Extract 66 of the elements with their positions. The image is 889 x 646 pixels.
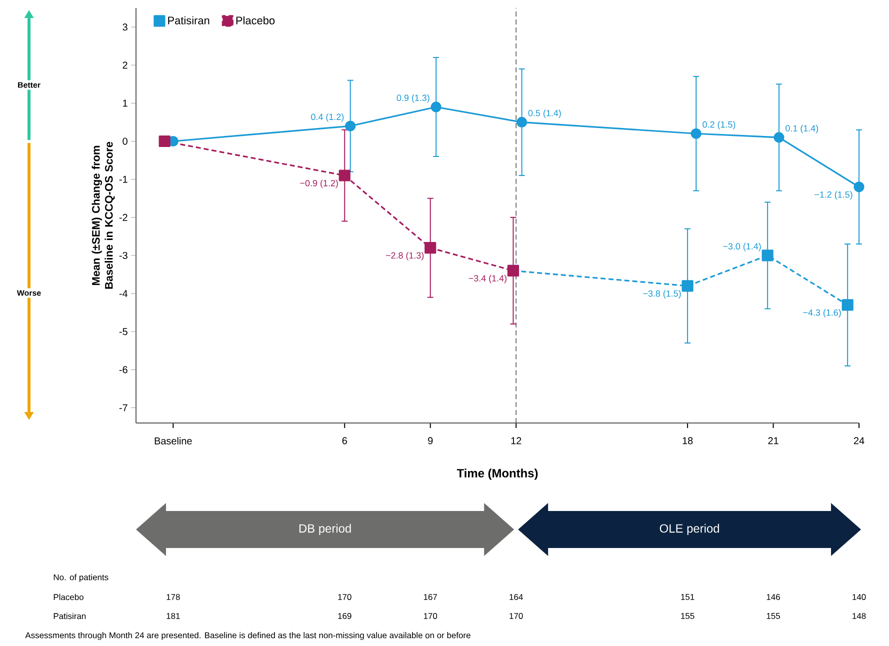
data-label: 0.2 (1.5) (702, 121, 736, 130)
data-label: −1.2 (1.5) (814, 191, 852, 200)
y-tick-label: 3 (122, 24, 128, 31)
y-tick-label: 2 (122, 62, 128, 69)
data-label: −3.8 (1.5) (643, 290, 681, 298)
x-tick-label: 18 (682, 437, 693, 444)
point (842, 299, 854, 311)
data-label: −0.9 (1.2) (300, 180, 338, 188)
data-label: 0.9 (1.3) (396, 94, 430, 103)
y-tick-label: -4 (119, 290, 128, 297)
x-tick-label: 6 (342, 437, 347, 444)
data-label: −3.0 (1.4) (723, 242, 761, 252)
x-tick-label: 9 (428, 437, 433, 444)
x-tick-label: 21 (768, 437, 778, 444)
text: 167 (424, 594, 437, 600)
x-tick-label: 24 (854, 437, 864, 444)
y-axis-title: Mean (±SEM) Change from Baseline in KCCQ-OS Score (92, 142, 115, 289)
point (854, 182, 864, 192)
point (774, 132, 784, 143)
text: 151 (681, 594, 694, 600)
x-tick-label: Baseline (154, 437, 192, 444)
text: 155 (681, 613, 694, 619)
point (345, 120, 356, 132)
text: 170 (338, 594, 352, 600)
text: 169 (338, 612, 352, 619)
x-axis-title: Time (Months) (456, 468, 538, 480)
text: 140 (852, 594, 866, 600)
point (424, 242, 436, 254)
legend-label: Patisiran (168, 16, 210, 24)
text: 148 (852, 612, 866, 619)
text: 181 (166, 612, 180, 619)
data-label: 0.4 (1.2) (311, 113, 344, 122)
text: 155 (766, 613, 780, 619)
point (690, 128, 702, 139)
point (338, 170, 350, 182)
text: 170 (424, 612, 438, 619)
point (682, 280, 694, 292)
y-tick-label: 1 (123, 100, 128, 107)
data-label: 0.5 (1.4) (528, 110, 561, 118)
data-label: −4.3 (1.6) (803, 309, 841, 318)
y-tick-label: -1 (119, 176, 128, 183)
text: Assessments through Month 24 are presented. Baseline is defined as the last non-missing value available on or before (25, 632, 470, 640)
x-tick-label: 12 (511, 437, 522, 444)
point (158, 135, 170, 148)
y-tick-label: -7 (119, 404, 128, 412)
data-label: −3.4 (1.4) (468, 274, 506, 284)
y-tick-label: 0 (122, 138, 128, 145)
text: 146 (766, 594, 780, 600)
text: DB period (299, 524, 351, 536)
point (762, 250, 774, 262)
y-tick-label: -3 (119, 252, 128, 259)
y-tick-label: -5 (119, 328, 128, 336)
y-tick-label: -6 (119, 366, 128, 374)
text: 164 (510, 594, 523, 600)
text: 178 (166, 594, 180, 600)
text: No. of patients (54, 574, 108, 582)
data-label: 0.1 (1.4) (786, 124, 818, 134)
legend-label: Placebo (236, 16, 275, 24)
point (516, 116, 528, 128)
y-tick-label: -2 (119, 214, 128, 221)
text: Placebo (54, 594, 84, 600)
point (430, 102, 442, 112)
text: OLE period (660, 524, 719, 536)
text: 170 (510, 612, 523, 619)
text: Patisiran (54, 612, 86, 620)
data-label: −2.8 (1.3) (386, 252, 424, 260)
